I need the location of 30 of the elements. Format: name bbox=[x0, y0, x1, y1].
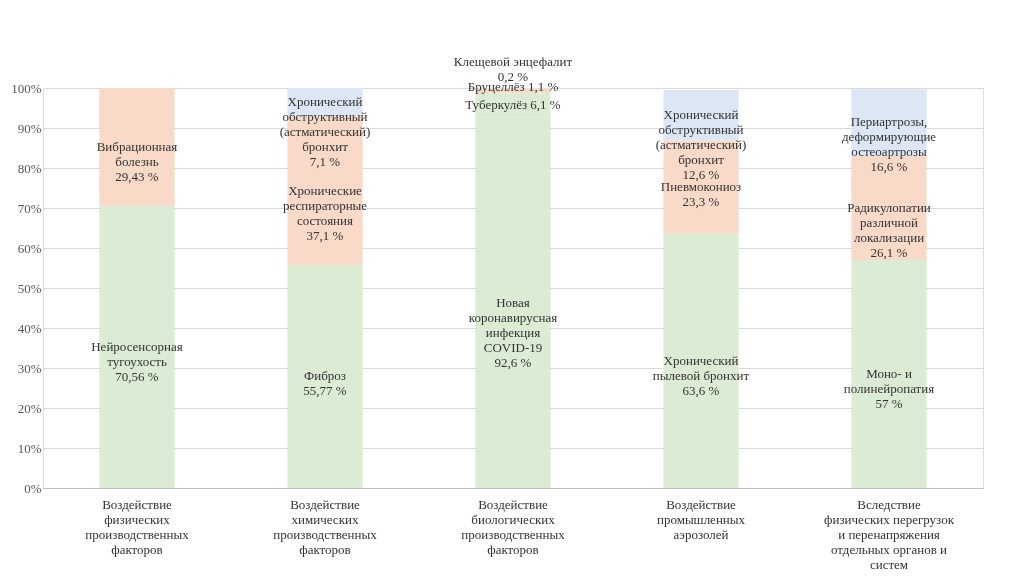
data-label: Моно- и полинейропатия 57 % bbox=[843, 366, 935, 411]
y-tick-label: 40% bbox=[17, 320, 42, 336]
data-label: Туберкулёз 6,1 % bbox=[465, 97, 561, 113]
data-label: Нейросенсорная тугоухость 70,56 % bbox=[91, 338, 183, 384]
data-label: Хронический обструктивный (астматический) бронхит 12,6 % bbox=[655, 107, 747, 183]
bar bbox=[287, 264, 363, 488]
x-tick-label: Воздействие промышленных аэрозолей bbox=[656, 496, 746, 542]
data-label: Периартрозы, деформирующие остеоартрозы 16,6 % bbox=[841, 114, 937, 175]
y-tick-label: 10% bbox=[17, 440, 42, 456]
x-tick-label: Воздействие биологических производственных факторов bbox=[461, 496, 566, 557]
y-tick-label: 0% bbox=[24, 480, 42, 496]
y-tick-label: 50% bbox=[17, 280, 42, 296]
y-tick-label: 80% bbox=[17, 160, 42, 176]
x-tick-label: Воздействие химических производственных факторов bbox=[273, 496, 378, 557]
data-label: Фиброз 55,77 % bbox=[303, 368, 347, 399]
data-label: Хронический обструктивный (астматический) бронхит 7,1 % bbox=[279, 94, 371, 170]
data-label: Радикулопатии различной локализации 26,1 % bbox=[847, 199, 931, 260]
y-tick-label: 20% bbox=[17, 400, 42, 416]
y-tick-label: 100% bbox=[11, 80, 42, 96]
y-tick-label: 70% bbox=[17, 200, 42, 216]
data-label: Хронический пылевой бронхит 63,6 % bbox=[652, 352, 750, 398]
y-tick-label: 30% bbox=[17, 360, 42, 376]
x-tick-label: Вследствие физических перегрузок и перенапряжения отдельных органов и систем bbox=[824, 496, 955, 572]
data-label: Вибрационная болезнь 29,43 % bbox=[96, 138, 178, 184]
y-tick-label: 60% bbox=[17, 240, 42, 256]
bar bbox=[99, 88, 175, 206]
y-tick-label: 90% bbox=[17, 120, 42, 136]
data-label: Хронические респираторные состояния 37,1 % bbox=[282, 182, 368, 243]
x-tick-label: Воздействие физических производственных факторов bbox=[85, 496, 190, 557]
data-label: Новая коронавирусная инфекция COVID-19 92,6 % bbox=[468, 294, 558, 370]
